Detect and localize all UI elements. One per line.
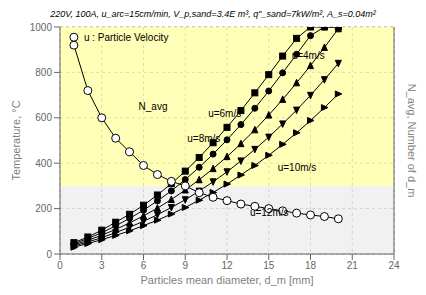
svg-text:200: 200 [35,203,52,214]
svg-text:0: 0 [57,260,63,271]
svg-text:Particles mean diameter, d_m [: Particles mean diameter, d_m [mm] [140,274,313,286]
svg-text:0: 0 [46,249,52,260]
svg-text:N_avg: N_avg [139,101,168,112]
svg-text:12: 12 [221,260,233,271]
svg-text:600: 600 [35,112,52,123]
svg-text:24: 24 [388,260,400,271]
svg-text:21: 21 [347,260,359,271]
svg-text:15: 15 [263,260,275,271]
svg-text:Temperature, °C: Temperature, °C [10,100,22,180]
svg-text:6: 6 [141,260,147,271]
svg-text:9: 9 [182,260,188,271]
svg-text:u=12m/s: u=12m/s [250,207,289,218]
svg-text:1000: 1000 [30,22,53,33]
svg-text:u=4m/s: u=4m/s [292,50,325,61]
svg-text:u : Particle Velocity: u : Particle Velocity [84,32,168,43]
svg-text:18: 18 [305,260,317,271]
svg-text:u=10m/s: u=10m/s [278,162,317,173]
svg-text:u=6m/s: u=6m/s [208,108,241,119]
svg-text:800: 800 [35,67,52,78]
svg-text:3: 3 [99,260,105,271]
svg-text:N_avg, Number of d_m: N_avg, Number of d_m [406,84,418,198]
html-text:220V, 100A, u_arc=15cm/min, V_: 220V, 100A, u_arc=15cm/min, V_p,sand=3.4… [50,9,376,19]
svg-text:400: 400 [35,158,52,169]
svg-text:u=8m/s: u=8m/s [187,133,220,144]
